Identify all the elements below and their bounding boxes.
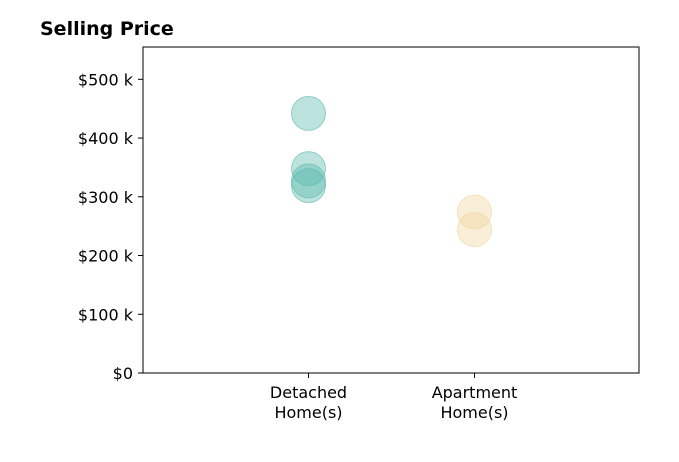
data-point xyxy=(291,95,326,131)
x-axis: Detached Home(s) Apartment Home(s) xyxy=(270,373,517,422)
y-tick-label: $300 k xyxy=(78,188,134,207)
data-point xyxy=(457,212,492,248)
y-tick-label: $100 k xyxy=(78,305,134,324)
data-points xyxy=(291,95,492,248)
y-axis: $0 $100 k $200 k $300 k $400 k $500 k xyxy=(78,70,143,383)
data-point xyxy=(291,163,326,199)
y-tick-label: $400 k xyxy=(78,129,134,148)
y-tick-label: $500 k xyxy=(78,70,134,89)
data-point xyxy=(457,194,492,230)
y-tick-label: $200 k xyxy=(78,247,134,266)
x-tick-label: Apartment Home(s) xyxy=(432,383,518,422)
plot-area xyxy=(142,46,640,374)
chart-title: Selling Price xyxy=(40,18,174,40)
data-point xyxy=(291,168,326,204)
x-tick-label: Detached Home(s) xyxy=(270,383,347,422)
y-tick-label: $0 xyxy=(113,364,133,383)
